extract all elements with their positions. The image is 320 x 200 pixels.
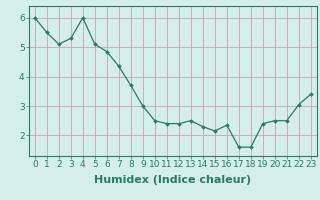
- X-axis label: Humidex (Indice chaleur): Humidex (Indice chaleur): [94, 175, 252, 185]
